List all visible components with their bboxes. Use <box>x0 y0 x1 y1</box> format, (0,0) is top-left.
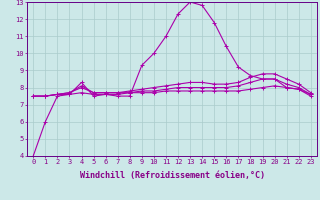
X-axis label: Windchill (Refroidissement éolien,°C): Windchill (Refroidissement éolien,°C) <box>79 171 265 180</box>
